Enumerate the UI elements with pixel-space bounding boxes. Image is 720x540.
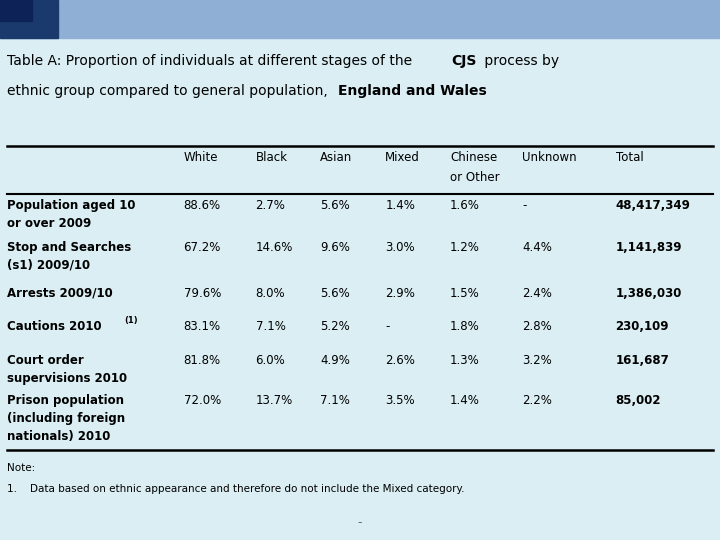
Text: or Other: or Other bbox=[450, 171, 500, 184]
Text: 3.5%: 3.5% bbox=[385, 394, 415, 407]
Text: (1): (1) bbox=[124, 316, 138, 325]
Text: 2.2%: 2.2% bbox=[522, 394, 552, 407]
Text: 9.6%: 9.6% bbox=[320, 241, 350, 254]
Text: Stop and Searches: Stop and Searches bbox=[7, 241, 132, 254]
Text: 1.2%: 1.2% bbox=[450, 241, 480, 254]
Text: 1,386,030: 1,386,030 bbox=[616, 287, 682, 300]
Text: 79.6%: 79.6% bbox=[184, 287, 221, 300]
Text: 1.4%: 1.4% bbox=[450, 394, 480, 407]
Text: 81.8%: 81.8% bbox=[184, 354, 221, 367]
Text: 161,687: 161,687 bbox=[616, 354, 670, 367]
Text: 1.4%: 1.4% bbox=[385, 199, 415, 212]
Text: -: - bbox=[522, 199, 526, 212]
Text: Unknown: Unknown bbox=[522, 151, 577, 164]
Text: 14.6%: 14.6% bbox=[256, 241, 293, 254]
Text: 2.9%: 2.9% bbox=[385, 287, 415, 300]
Bar bbox=[0, 0, 32, 21]
Text: 67.2%: 67.2% bbox=[184, 241, 221, 254]
Bar bbox=[0, 0, 58, 38]
Text: 88.6%: 88.6% bbox=[184, 199, 221, 212]
Text: Court order: Court order bbox=[7, 354, 84, 367]
Text: 2.7%: 2.7% bbox=[256, 199, 285, 212]
Text: 230,109: 230,109 bbox=[616, 320, 669, 333]
Bar bbox=[0, 0, 720, 38]
Text: 1.    Data based on ethnic appearance and therefore do not include the Mixed cat: 1. Data based on ethnic appearance and t… bbox=[7, 484, 464, 494]
Text: 5.6%: 5.6% bbox=[320, 287, 350, 300]
Text: (including foreign: (including foreign bbox=[7, 412, 125, 425]
Text: -: - bbox=[385, 320, 390, 333]
Text: Chinese: Chinese bbox=[450, 151, 498, 164]
Text: England and Wales: England and Wales bbox=[338, 84, 487, 98]
Text: 83.1%: 83.1% bbox=[184, 320, 221, 333]
Text: Mixed: Mixed bbox=[385, 151, 420, 164]
Text: process by: process by bbox=[480, 54, 559, 68]
Text: Cautions 2010: Cautions 2010 bbox=[7, 320, 102, 333]
Text: 1.5%: 1.5% bbox=[450, 287, 480, 300]
Text: 1.3%: 1.3% bbox=[450, 354, 480, 367]
Text: 5.2%: 5.2% bbox=[320, 320, 350, 333]
Text: Table A: Proportion of individuals at different stages of the: Table A: Proportion of individuals at di… bbox=[7, 54, 417, 68]
Text: 13.7%: 13.7% bbox=[256, 394, 293, 407]
Text: 3.2%: 3.2% bbox=[522, 354, 552, 367]
Text: 7.1%: 7.1% bbox=[256, 320, 285, 333]
Text: or over 2009: or over 2009 bbox=[7, 217, 91, 230]
Text: Total: Total bbox=[616, 151, 644, 164]
Text: Asian: Asian bbox=[320, 151, 353, 164]
Text: 85,002: 85,002 bbox=[616, 394, 661, 407]
Text: 72.0%: 72.0% bbox=[184, 394, 221, 407]
Text: Black: Black bbox=[256, 151, 287, 164]
Text: 2.6%: 2.6% bbox=[385, 354, 415, 367]
Text: nationals) 2010: nationals) 2010 bbox=[7, 430, 111, 443]
Text: 6.0%: 6.0% bbox=[256, 354, 285, 367]
Text: 3.0%: 3.0% bbox=[385, 241, 415, 254]
Text: White: White bbox=[184, 151, 218, 164]
Text: 48,417,349: 48,417,349 bbox=[616, 199, 690, 212]
Text: CJS: CJS bbox=[451, 54, 477, 68]
Text: Prison population: Prison population bbox=[7, 394, 125, 407]
Text: Note:: Note: bbox=[7, 463, 35, 474]
Text: 7.1%: 7.1% bbox=[320, 394, 350, 407]
Text: 4.4%: 4.4% bbox=[522, 241, 552, 254]
Text: Arrests 2009/10: Arrests 2009/10 bbox=[7, 287, 113, 300]
Text: 1,141,839: 1,141,839 bbox=[616, 241, 682, 254]
Text: 5.6%: 5.6% bbox=[320, 199, 350, 212]
Text: -: - bbox=[358, 516, 362, 529]
Text: 8.0%: 8.0% bbox=[256, 287, 285, 300]
Text: 2.8%: 2.8% bbox=[522, 320, 552, 333]
Text: Population aged 10: Population aged 10 bbox=[7, 199, 135, 212]
Text: (s1) 2009/10: (s1) 2009/10 bbox=[7, 259, 90, 272]
Text: supervisions 2010: supervisions 2010 bbox=[7, 372, 127, 384]
Text: ethnic group compared to general population,: ethnic group compared to general populat… bbox=[7, 84, 333, 98]
Text: 1.6%: 1.6% bbox=[450, 199, 480, 212]
Text: 4.9%: 4.9% bbox=[320, 354, 350, 367]
Text: 1.8%: 1.8% bbox=[450, 320, 480, 333]
Text: 2.4%: 2.4% bbox=[522, 287, 552, 300]
